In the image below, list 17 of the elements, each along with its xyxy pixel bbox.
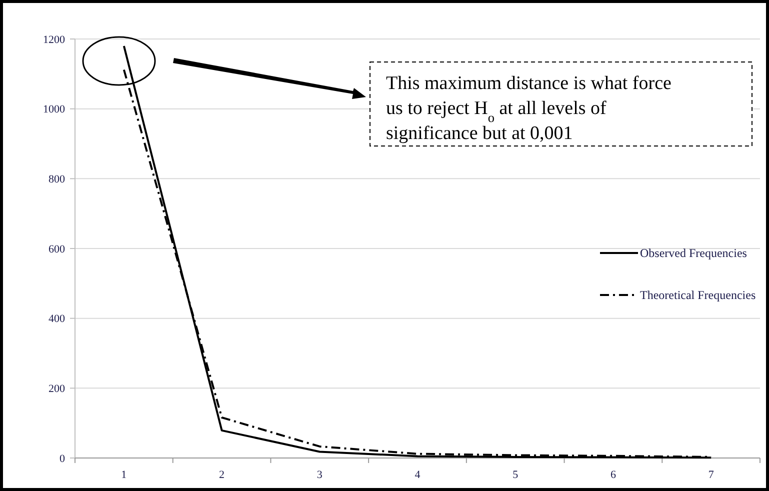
y-tick-label: 1200	[43, 34, 66, 46]
x-tick-label: 3	[316, 469, 323, 481]
y-tick-label: 600	[48, 243, 66, 256]
y-tick-label: 400	[48, 313, 66, 326]
x-tick-label: 1	[121, 469, 127, 481]
x-tick-label: 2	[219, 469, 225, 481]
y-tick-label: 1000	[43, 104, 66, 116]
x-tick-label: 6	[610, 469, 616, 481]
y-tick-label: 200	[48, 383, 66, 396]
y-tick-label: 0	[60, 452, 66, 465]
x-tick-label: 5	[512, 469, 519, 481]
legend-label: Theoretical Frequencies	[640, 288, 756, 302]
x-tick-label: 4	[414, 469, 421, 481]
legend-label: Observed Frequencies	[640, 246, 748, 260]
annotation: This maximum distance is what force us to reject H$_{o}$ at all levels of significance but at 0,001	[386, 73, 672, 144]
y-tick-label: 800	[48, 174, 66, 186]
x-tick-label: 7	[708, 469, 714, 481]
